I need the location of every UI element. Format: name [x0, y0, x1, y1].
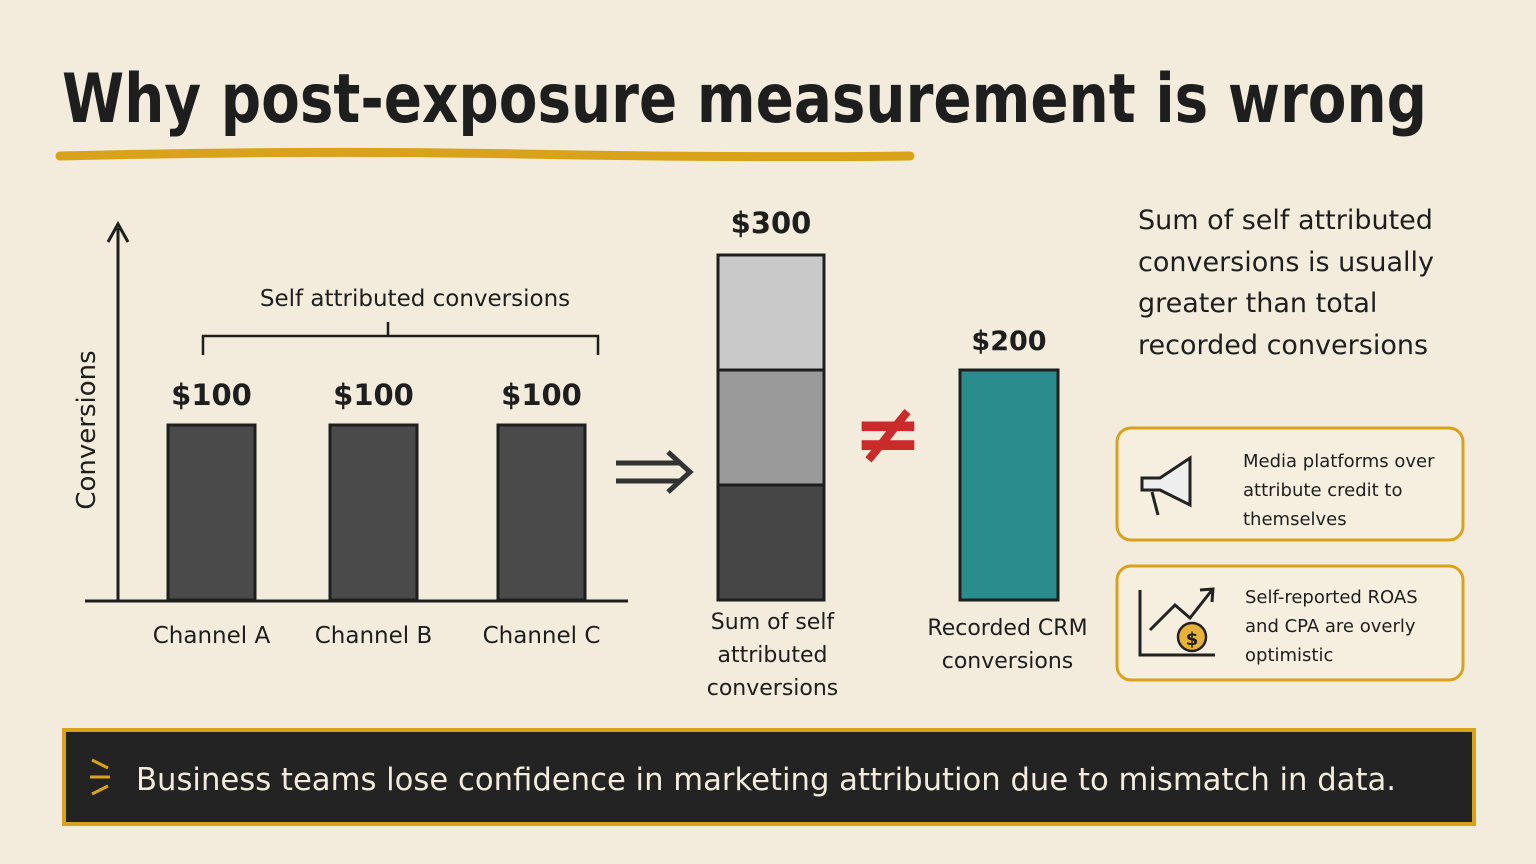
sum-label: Sum of self attributed conversions [706, 610, 839, 701]
category-label: Channel A [153, 623, 271, 649]
crm-label: Recorded CRM conversions [927, 616, 1088, 674]
title: Why post-exposure measurement is wrong [62, 60, 1427, 139]
callout-text: Self-reported ROAS and CPA are overly op… [1245, 587, 1418, 666]
callout-text: Media platforms over attribute credit to… [1243, 451, 1435, 530]
stack-segment [716, 253, 826, 372]
footer-box [62, 728, 1476, 826]
axis-arrow [106, 220, 130, 243]
value-label: $100 [171, 378, 252, 412]
category-label: Channel B [315, 623, 433, 649]
bar [166, 423, 257, 602]
footer-accent [90, 758, 110, 796]
arrow [616, 450, 694, 494]
coin-icon [1176, 621, 1208, 653]
bracket [201, 322, 600, 355]
megaphone-icon [1140, 455, 1192, 516]
footer-text: Business teams lose confidence in market… [136, 762, 1396, 798]
bracket-label: Self attributed conversions [260, 286, 570, 312]
crm-value-label: $200 [971, 326, 1046, 357]
value-label: $100 [333, 378, 414, 412]
bar [328, 423, 419, 602]
value-label: $100 [501, 378, 582, 412]
callout-box [1115, 564, 1465, 682]
coin-symbol: $ [1186, 629, 1199, 650]
note: Sum of self attributed conversions is us… [1138, 205, 1434, 361]
crm-bar [958, 368, 1060, 602]
stack-segment [716, 483, 826, 602]
not-equal: ≠ [853, 384, 923, 482]
chart-icon [1138, 587, 1215, 657]
category-label: Channel C [483, 623, 601, 649]
y-axis-label: Conversions [72, 350, 102, 509]
bar [496, 423, 587, 602]
sum-outline [716, 253, 826, 602]
title-underline [55, 147, 915, 162]
sum-value-label: $300 [731, 206, 812, 240]
callout-box [1115, 426, 1465, 542]
stack-segment [716, 368, 826, 487]
